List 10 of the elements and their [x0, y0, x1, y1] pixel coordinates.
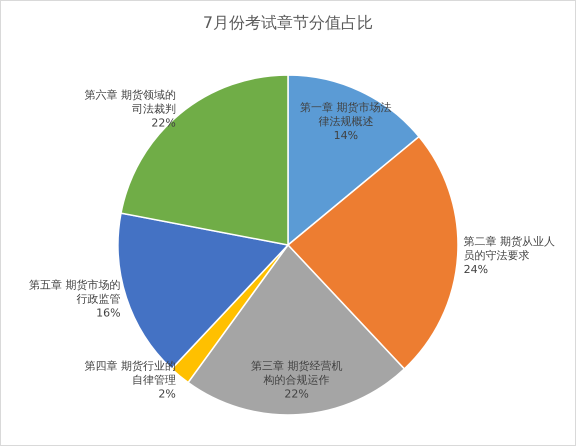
data-label: 14% — [334, 128, 358, 142]
data-label: 24% — [464, 263, 488, 276]
data-label: 16% — [96, 306, 121, 320]
slice-label: 第二章 期货从业人员的守法要求 — [464, 235, 556, 262]
slice-label: 第六章 期货领域的司法裁判 — [84, 88, 176, 116]
slice-label: 第五章 期货市场的行政监管 — [29, 278, 121, 306]
slice-label: 第三章 期货经营机构的合规运作 — [250, 360, 342, 387]
chart-title: 7月份考试章节分值占比 — [202, 13, 374, 32]
data-label: 22% — [284, 388, 309, 401]
data-label: 2% — [158, 388, 176, 401]
